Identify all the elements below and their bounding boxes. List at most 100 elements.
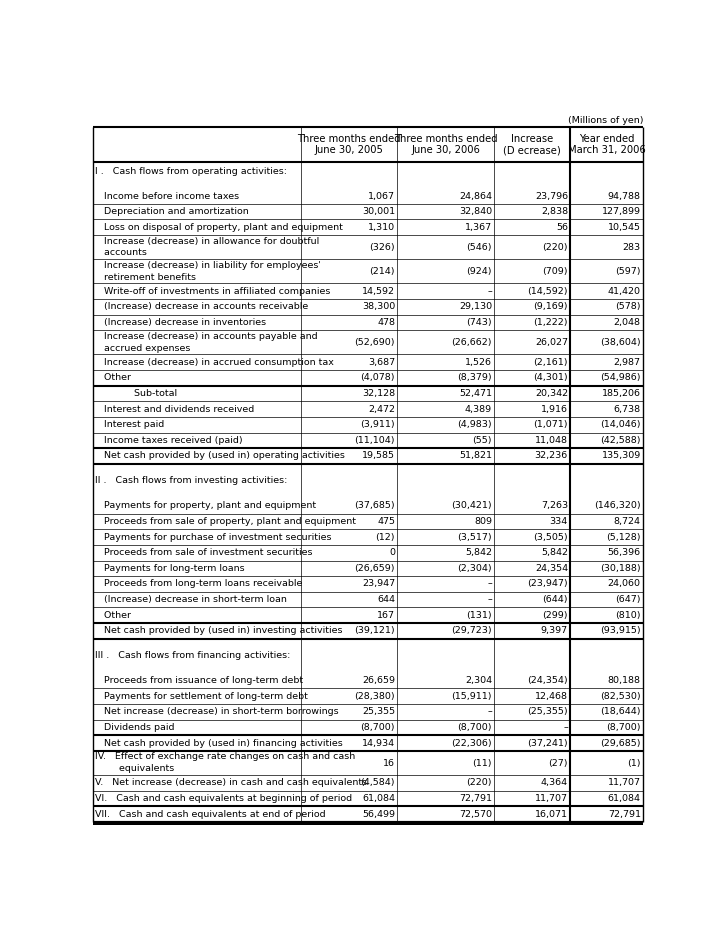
Text: –: – bbox=[488, 286, 492, 296]
Text: Income before income taxes: Income before income taxes bbox=[95, 192, 239, 200]
Text: 80,188: 80,188 bbox=[607, 676, 640, 685]
Text: 1,526: 1,526 bbox=[465, 358, 492, 367]
Text: (8,379): (8,379) bbox=[457, 374, 492, 383]
Text: 0: 0 bbox=[389, 548, 395, 557]
Text: (4,983): (4,983) bbox=[457, 420, 492, 429]
Text: 56: 56 bbox=[556, 222, 568, 232]
Text: (23,947): (23,947) bbox=[527, 579, 568, 589]
Text: 32,840: 32,840 bbox=[459, 207, 492, 216]
Text: (14,046): (14,046) bbox=[600, 420, 640, 429]
Text: 29,130: 29,130 bbox=[459, 302, 492, 311]
Text: (220): (220) bbox=[542, 243, 568, 252]
Text: (27): (27) bbox=[549, 758, 568, 768]
Text: (214): (214) bbox=[370, 267, 395, 276]
Text: (18,644): (18,644) bbox=[600, 707, 640, 717]
Text: Payments for long-term loans: Payments for long-term loans bbox=[95, 564, 245, 573]
Text: 1,916: 1,916 bbox=[541, 405, 568, 413]
Text: 72,791: 72,791 bbox=[459, 794, 492, 803]
Text: Depreciation and amortization: Depreciation and amortization bbox=[95, 207, 249, 216]
Text: 1,310: 1,310 bbox=[368, 222, 395, 232]
Text: Three months ended
June 30, 2006: Three months ended June 30, 2006 bbox=[394, 133, 498, 155]
Text: 19,585: 19,585 bbox=[362, 451, 395, 461]
Text: Interest and dividends received: Interest and dividends received bbox=[95, 405, 254, 413]
Text: 1,067: 1,067 bbox=[368, 192, 395, 200]
Text: (26,662): (26,662) bbox=[452, 338, 492, 347]
Text: 14,592: 14,592 bbox=[362, 286, 395, 296]
Text: (597): (597) bbox=[615, 267, 640, 276]
Text: (709): (709) bbox=[542, 267, 568, 276]
Text: (29,685): (29,685) bbox=[600, 739, 640, 747]
Text: 52,471: 52,471 bbox=[459, 389, 492, 398]
Text: 2,838: 2,838 bbox=[541, 207, 568, 216]
Text: 16: 16 bbox=[383, 758, 395, 768]
Text: 2,987: 2,987 bbox=[614, 358, 640, 367]
Text: (25,355): (25,355) bbox=[527, 707, 568, 717]
Text: 10,545: 10,545 bbox=[607, 222, 640, 232]
Text: (22,306): (22,306) bbox=[452, 739, 492, 747]
Text: 61,084: 61,084 bbox=[362, 794, 395, 803]
Text: (Increase) decrease in accounts receivable: (Increase) decrease in accounts receivab… bbox=[95, 302, 309, 311]
Text: (Increase) decrease in short-term loan: (Increase) decrease in short-term loan bbox=[95, 595, 287, 604]
Text: (38,604): (38,604) bbox=[600, 338, 640, 347]
Text: (12): (12) bbox=[376, 533, 395, 541]
Text: (8,700): (8,700) bbox=[606, 723, 640, 732]
Text: (3,505): (3,505) bbox=[533, 533, 568, 541]
Text: 1,367: 1,367 bbox=[465, 222, 492, 232]
Text: (82,530): (82,530) bbox=[600, 692, 640, 701]
Text: 167: 167 bbox=[377, 611, 395, 619]
Text: 56,499: 56,499 bbox=[362, 809, 395, 819]
Text: (924): (924) bbox=[467, 267, 492, 276]
Text: (52,690): (52,690) bbox=[355, 338, 395, 347]
Text: 51,821: 51,821 bbox=[459, 451, 492, 461]
Text: 475: 475 bbox=[377, 517, 395, 526]
Text: Net cash provided by (used in) investing activities: Net cash provided by (used in) investing… bbox=[95, 627, 342, 635]
Text: –: – bbox=[488, 707, 492, 717]
Text: (14,592): (14,592) bbox=[528, 286, 568, 296]
Text: Increase (decrease) in accrued consumption tax: Increase (decrease) in accrued consumpti… bbox=[95, 358, 334, 367]
Text: 11,048: 11,048 bbox=[535, 436, 568, 445]
Text: (647): (647) bbox=[615, 595, 640, 604]
Text: (4,584): (4,584) bbox=[360, 779, 395, 787]
Text: (54,986): (54,986) bbox=[600, 374, 640, 383]
Text: (8,700): (8,700) bbox=[457, 723, 492, 732]
Text: (39,121): (39,121) bbox=[355, 627, 395, 635]
Text: (578): (578) bbox=[615, 302, 640, 311]
Text: I .   Cash flows from operating activities:: I . Cash flows from operating activities… bbox=[95, 167, 287, 175]
Text: Dividends paid: Dividends paid bbox=[95, 723, 174, 732]
Text: V.   Net increase (decrease) in cash and cash equivalents: V. Net increase (decrease) in cash and c… bbox=[95, 779, 368, 787]
Text: 2,048: 2,048 bbox=[614, 318, 640, 327]
Text: 7,263: 7,263 bbox=[541, 502, 568, 511]
Text: 25,355: 25,355 bbox=[362, 707, 395, 717]
Text: VII.   Cash and cash equivalents at end of period: VII. Cash and cash equivalents at end of… bbox=[95, 809, 326, 819]
Text: Proceeds from sale of investment securities: Proceeds from sale of investment securit… bbox=[95, 548, 312, 557]
Text: (644): (644) bbox=[542, 595, 568, 604]
Text: 11,707: 11,707 bbox=[535, 794, 568, 803]
Text: 5,842: 5,842 bbox=[465, 548, 492, 557]
Text: Payments for settlement of long-term debt: Payments for settlement of long-term deb… bbox=[95, 692, 308, 701]
Text: 41,420: 41,420 bbox=[607, 286, 640, 296]
Text: Net cash provided by (used in) financing activities: Net cash provided by (used in) financing… bbox=[95, 739, 343, 747]
Text: (1,222): (1,222) bbox=[533, 318, 568, 327]
Text: 478: 478 bbox=[377, 318, 395, 327]
Text: (Increase) decrease in inventories: (Increase) decrease in inventories bbox=[95, 318, 266, 327]
Text: Payments for purchase of investment securities: Payments for purchase of investment secu… bbox=[95, 533, 332, 541]
Text: 61,084: 61,084 bbox=[607, 794, 640, 803]
Text: (743): (743) bbox=[467, 318, 492, 327]
Text: 14,934: 14,934 bbox=[362, 739, 395, 747]
Text: 2,304: 2,304 bbox=[465, 676, 492, 685]
Text: Other: Other bbox=[95, 611, 131, 619]
Text: (3,517): (3,517) bbox=[457, 533, 492, 541]
Text: 16,071: 16,071 bbox=[535, 809, 568, 819]
Text: VI.   Cash and cash equivalents at beginning of period: VI. Cash and cash equivalents at beginni… bbox=[95, 794, 353, 803]
Text: 6,738: 6,738 bbox=[614, 405, 640, 413]
Text: (26,659): (26,659) bbox=[355, 564, 395, 573]
Text: (15,911): (15,911) bbox=[452, 692, 492, 701]
Text: 5,842: 5,842 bbox=[541, 548, 568, 557]
Text: Increase
(D ecrease): Increase (D ecrease) bbox=[503, 133, 561, 155]
Text: (299): (299) bbox=[542, 611, 568, 619]
Text: Year ended
March 31, 2006: Year ended March 31, 2006 bbox=[568, 133, 645, 155]
Text: (37,685): (37,685) bbox=[355, 502, 395, 511]
Text: 38,300: 38,300 bbox=[362, 302, 395, 311]
Text: Proceeds from issuance of long-term debt: Proceeds from issuance of long-term debt bbox=[95, 676, 303, 685]
Text: (2,304): (2,304) bbox=[457, 564, 492, 573]
